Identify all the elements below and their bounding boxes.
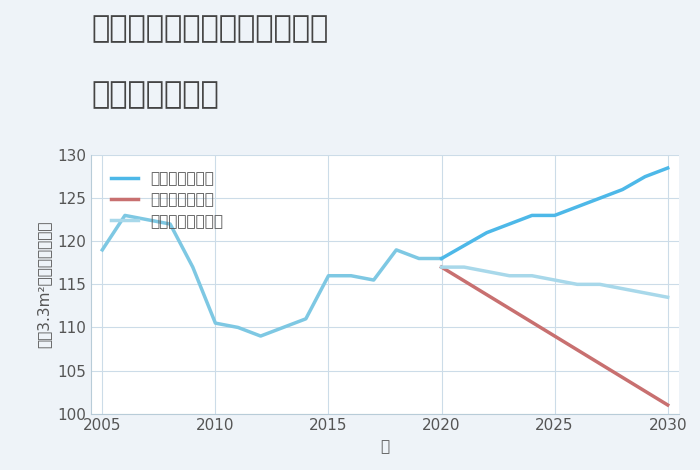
- Text: 兵庫県尼崎市武庫之荘本町の: 兵庫県尼崎市武庫之荘本町の: [91, 14, 328, 43]
- Line: バッドシナリオ: バッドシナリオ: [442, 267, 668, 405]
- ノーマルシナリオ: [550, 277, 559, 283]
- ノーマルシナリオ: [482, 268, 491, 274]
- グッドシナリオ: [618, 187, 626, 192]
- グッドシナリオ: [482, 230, 491, 235]
- ノーマルシナリオ: [460, 264, 468, 270]
- ノーマルシナリオ: [528, 273, 536, 279]
- グッドシナリオ: [550, 212, 559, 218]
- グッドシナリオ: [528, 212, 536, 218]
- グッドシナリオ: [641, 174, 650, 180]
- ノーマルシナリオ: [618, 286, 626, 291]
- バッドシナリオ: [550, 333, 559, 339]
- バッドシナリオ: [438, 264, 446, 270]
- Legend: グッドシナリオ, バッドシナリオ, ノーマルシナリオ: グッドシナリオ, バッドシナリオ, ノーマルシナリオ: [104, 165, 230, 235]
- Y-axis label: 坪（3.3m²）単価（万円）: 坪（3.3m²）単価（万円）: [36, 220, 52, 348]
- Line: グッドシナリオ: グッドシナリオ: [442, 168, 668, 258]
- グッドシナリオ: [596, 196, 604, 201]
- ノーマルシナリオ: [664, 294, 672, 300]
- X-axis label: 年: 年: [380, 439, 390, 454]
- ノーマルシナリオ: [505, 273, 514, 279]
- グッドシナリオ: [664, 165, 672, 171]
- ノーマルシナリオ: [596, 282, 604, 287]
- グッドシナリオ: [438, 256, 446, 261]
- グッドシナリオ: [460, 243, 468, 249]
- Line: ノーマルシナリオ: ノーマルシナリオ: [442, 267, 668, 297]
- ノーマルシナリオ: [641, 290, 650, 296]
- ノーマルシナリオ: [438, 264, 446, 270]
- ノーマルシナリオ: [573, 282, 582, 287]
- Text: 土地の価格推移: 土地の価格推移: [91, 80, 218, 109]
- グッドシナリオ: [573, 204, 582, 210]
- バッドシナリオ: [664, 402, 672, 408]
- グッドシナリオ: [505, 221, 514, 227]
